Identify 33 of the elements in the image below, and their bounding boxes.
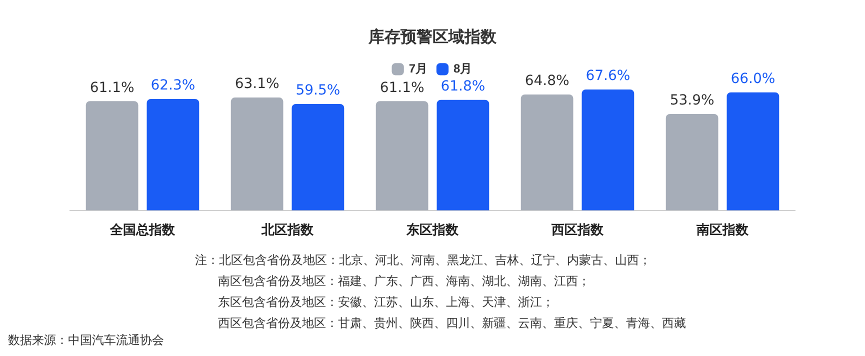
text: 南区包含省份及地区：福建、广东、广西、海南、湖北、湖南、江西；	[217, 273, 591, 290]
data-label: 61.8%	[440, 78, 486, 95]
bar	[230, 98, 284, 210]
bar	[146, 98, 200, 210]
chart-title: 库存预警区域指数	[368, 26, 498, 46]
data-label: 61.1%	[90, 80, 134, 96]
data-label: 53.9%	[670, 92, 714, 109]
data-label: 59.5%	[296, 82, 340, 99]
source-note: 数据来源：中国汽车流通协会	[8, 332, 164, 349]
data-label: 62.3%	[150, 78, 196, 94]
data-label: 66.0%	[730, 70, 776, 87]
data-label: 63.1%	[234, 76, 280, 92]
x-tick-label: 北区指数	[260, 222, 314, 237]
bar	[726, 92, 780, 210]
data-label: 61.1%	[380, 80, 424, 96]
x-tick-label: 全国总指数	[109, 222, 176, 237]
data-label: 67.6%	[586, 68, 630, 84]
bar	[436, 100, 490, 210]
bar	[376, 101, 428, 210]
bar	[666, 114, 718, 210]
text: 西区包含省份及地区：甘肃、贵州、陕西、四川、新疆、云南、重庆、宁夏、青海、西藏	[217, 315, 686, 332]
text: 东区包含省份及地区：安徽、江苏、山东、上海、天津、浙江；	[217, 294, 555, 311]
data-label: 64.8%	[524, 73, 570, 90]
bar	[292, 104, 344, 210]
x-tick-label: 东区指数	[406, 222, 460, 237]
x-tick-label: 西区指数	[550, 222, 604, 237]
x-tick-label: 南区指数	[696, 222, 750, 237]
text: 注：北区包含省份及地区：北京、河北、河南、黑龙江、吉林、辽宁、内蒙古、山西；	[195, 252, 652, 269]
legend-label: 7月	[408, 62, 428, 76]
bar	[86, 101, 138, 210]
legend-label: 8月	[454, 62, 472, 76]
bar	[520, 94, 574, 210]
bar	[582, 89, 634, 210]
